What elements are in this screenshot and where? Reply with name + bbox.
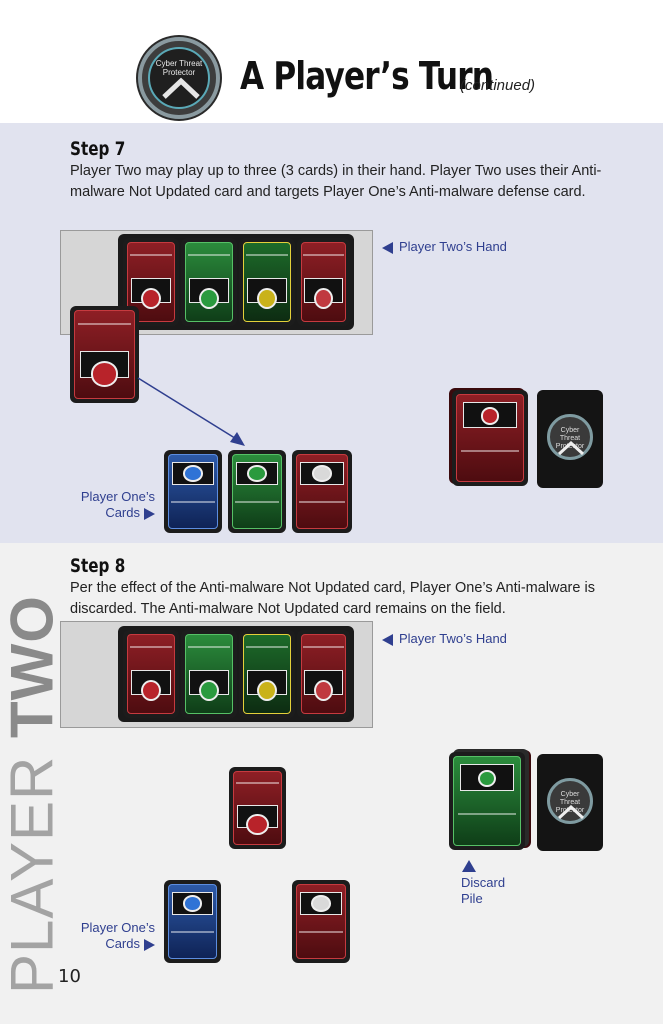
draw-deck[interactable]: Cyber Threat Protector (537, 754, 603, 851)
step8-body: Per the effect of the Anti-malware Not U… (70, 580, 595, 617)
hand-card[interactable] (297, 630, 350, 718)
hand-card[interactable] (297, 238, 350, 326)
hand-card[interactable] (181, 630, 237, 718)
side-label: PLAYER TWO (0, 595, 66, 994)
discard-pile[interactable] (449, 752, 525, 850)
step7-heading: Step 7 (70, 138, 126, 160)
arrow-left-icon (382, 241, 393, 254)
logo: Cyber Threat Protector (138, 37, 220, 119)
step8-hand-label: Player Two’s Hand (382, 631, 507, 646)
deck-back-text: Cyber Threat Protector (555, 427, 585, 450)
draw-deck[interactable]: Cyber Threat Protector (537, 390, 603, 488)
p1-antimalware-card[interactable] (228, 450, 286, 533)
step7-hand-label: Player Two’s Hand (382, 239, 507, 254)
step7-hand-row (118, 234, 354, 330)
target-arrow (137, 377, 245, 446)
hand-card[interactable] (123, 630, 179, 718)
played-attack-card[interactable] (70, 306, 139, 403)
arrow-right-icon (144, 938, 155, 951)
step8-hand-row (118, 626, 354, 722)
field-attack-card[interactable] (229, 767, 286, 849)
deck-back-text: Cyber Threat Protector (555, 791, 585, 814)
hand-card[interactable] (239, 630, 295, 718)
arrow-left-icon (382, 633, 393, 646)
p1-card[interactable] (292, 880, 350, 963)
discard-label: Discard Pile (461, 875, 506, 906)
page-subtitle: (continued) (460, 77, 536, 94)
page-title: A Player’s Turn (240, 54, 494, 98)
step8-heading: Step 8 (70, 555, 126, 577)
arrow-right-icon (144, 507, 155, 520)
discard-pile[interactable] (452, 390, 528, 486)
p1-card[interactable] (292, 450, 352, 533)
step7-body: Player Two may play up to three (3 cards… (70, 163, 602, 200)
chevron-icon (558, 805, 584, 819)
p1-card[interactable] (164, 450, 222, 533)
chevron-logo-icon (162, 77, 200, 99)
page-number: 10 (58, 966, 81, 987)
arrow-up-icon (462, 860, 476, 872)
hand-card[interactable] (181, 238, 237, 326)
hand-card[interactable] (239, 238, 295, 326)
chevron-icon (558, 441, 584, 455)
step8-p1-label: Player One’s Cards (80, 920, 155, 951)
logo-text: Cyber Threat Protector (155, 59, 203, 77)
step7-p1-label: Player One’s Cards (80, 489, 155, 520)
p1-card[interactable] (164, 880, 221, 963)
